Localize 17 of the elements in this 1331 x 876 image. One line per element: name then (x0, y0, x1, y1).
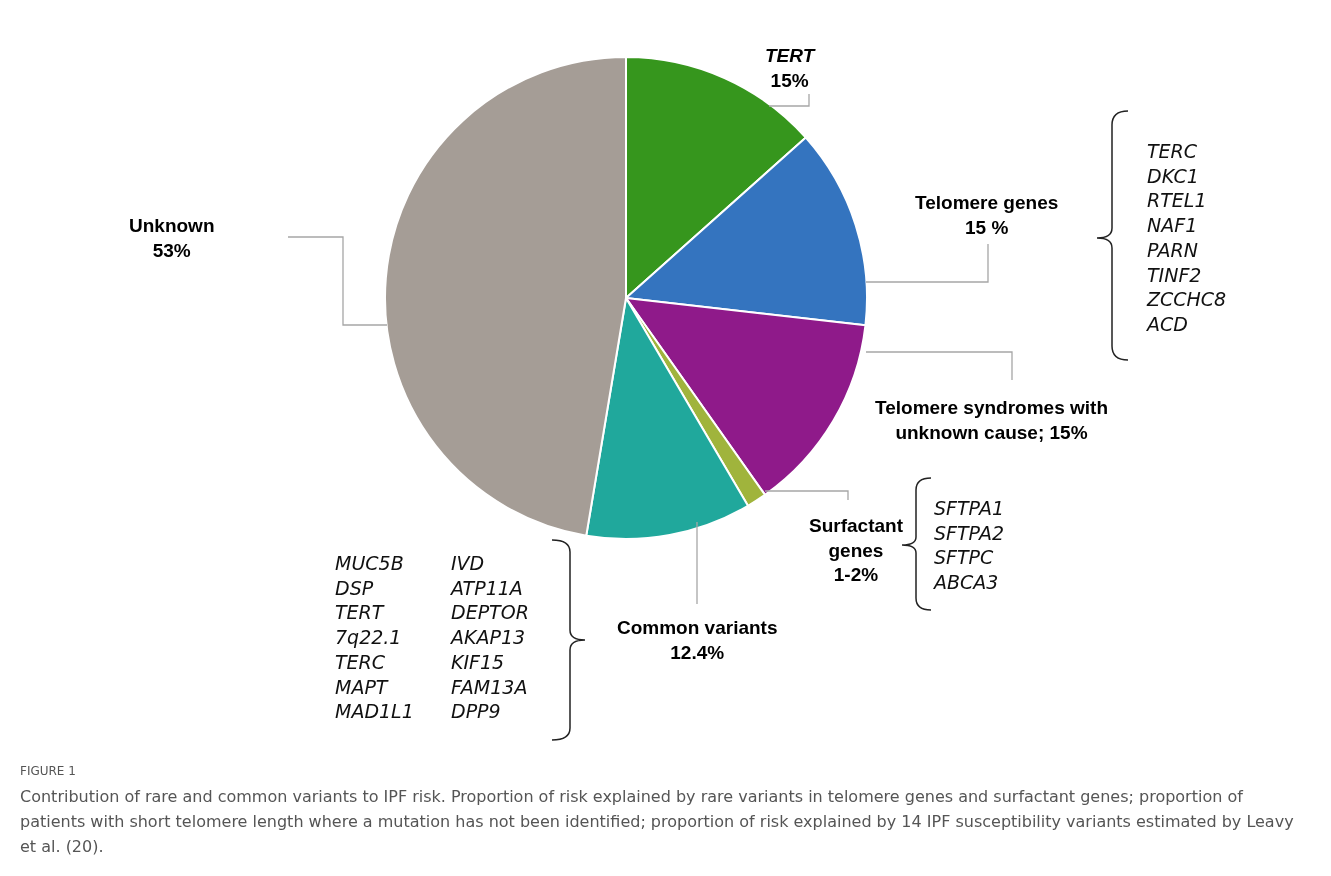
slice-label: Surfactant genes (809, 515, 904, 561)
slice-label: Telomere syndromes with unknown cause; 15% (875, 397, 1108, 443)
data-label: 1-2% (833, 564, 879, 586)
slice-label: Unknown (129, 215, 215, 236)
text: Contribution of rare and common variants to IPF risk. Proportion of risk explained by rare variants in telomere genes and surfactant genes; proportion of patients with short telomere length where a mutation has not been identified; proportion of risk explained by 14 IPF susceptibility variants estimated by Leavy et al. (20). (20, 786, 1295, 858)
slice-label: Common variants (617, 617, 778, 638)
text: SFTPA1 SFTPA2 SFTPC ABCA3 (932, 497, 1005, 594)
caption: FIGURE 1 (20, 764, 77, 778)
slice-label: Telomere genes (915, 192, 1059, 213)
text: TERC DKC1 RTEL1 NAF1 PARN TINF2 ZCCHC8 ACD (1145, 140, 1227, 335)
data-label: 53% (152, 239, 191, 261)
data-label: 15 % (964, 216, 1009, 238)
data-label: 12.4% (670, 641, 725, 663)
data-label: 15% (770, 69, 809, 91)
text: MUC5B DSP TERT 7q22.1 TERC MAPT MAD1L1 (335, 552, 414, 723)
text: IVD ATP11A DEPTOR AKAP13 KIF15 FAM13A DPP9 (449, 552, 529, 723)
slice-label: TERT (765, 45, 816, 66)
